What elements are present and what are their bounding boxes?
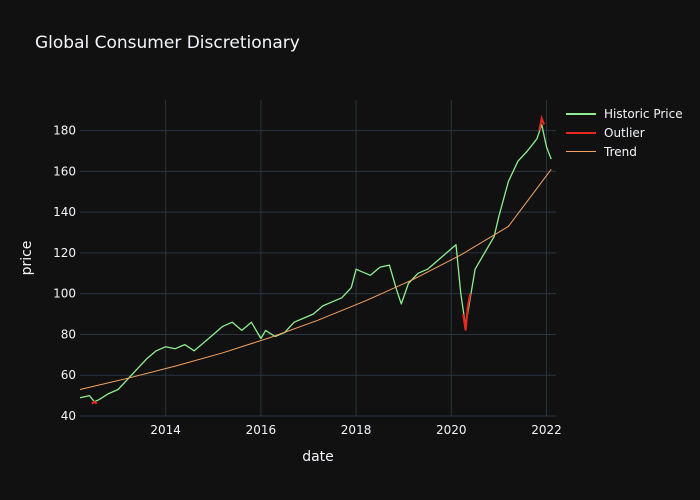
legend-swatch-trend (566, 151, 596, 152)
y-tick-label: 60 (61, 368, 76, 382)
x-axis-title: date (302, 449, 334, 465)
legend: Historic Price Outlier Trend (566, 104, 683, 161)
y-tick-label: 100 (53, 287, 76, 301)
grid (80, 100, 556, 417)
legend-label-historic: Historic Price (604, 106, 683, 121)
x-tick-label: 2016 (246, 423, 277, 437)
x-tick-label: 2014 (150, 423, 181, 437)
y-tick-label: 140 (53, 205, 76, 219)
legend-item-historic[interactable]: Historic Price (566, 104, 683, 123)
series-lines (79, 114, 552, 405)
legend-swatch-outlier (566, 131, 596, 134)
trend-line (79, 169, 552, 390)
y-axis-title: price (19, 241, 35, 276)
y-tick-label: 80 (61, 327, 76, 341)
outlier-line (462, 293, 472, 331)
tick-labels: 2014 2016 2018 2020 2022 40 60 80 100 120 140 160 18… (53, 124, 562, 437)
y-tick-label: 180 (53, 124, 76, 138)
legend-label-outlier: Outlier (604, 125, 645, 140)
legend-item-outlier[interactable]: Outlier (566, 123, 683, 142)
outlier-line (91, 400, 98, 405)
historic-price-line (79, 123, 552, 403)
y-tick-label: 120 (53, 246, 76, 260)
chart-title: Global Consumer Discretionary (35, 33, 300, 53)
legend-label-trend: Trend (604, 144, 637, 159)
legend-swatch-historic (566, 112, 596, 115)
y-tick-label: 160 (53, 164, 76, 178)
x-tick-label: 2018 (341, 423, 372, 437)
legend-item-trend[interactable]: Trend (566, 142, 683, 161)
y-tick-label: 40 (61, 409, 76, 423)
x-tick-label: 2022 (531, 423, 562, 437)
x-tick-label: 2020 (436, 423, 467, 437)
outlier-line (538, 114, 546, 131)
